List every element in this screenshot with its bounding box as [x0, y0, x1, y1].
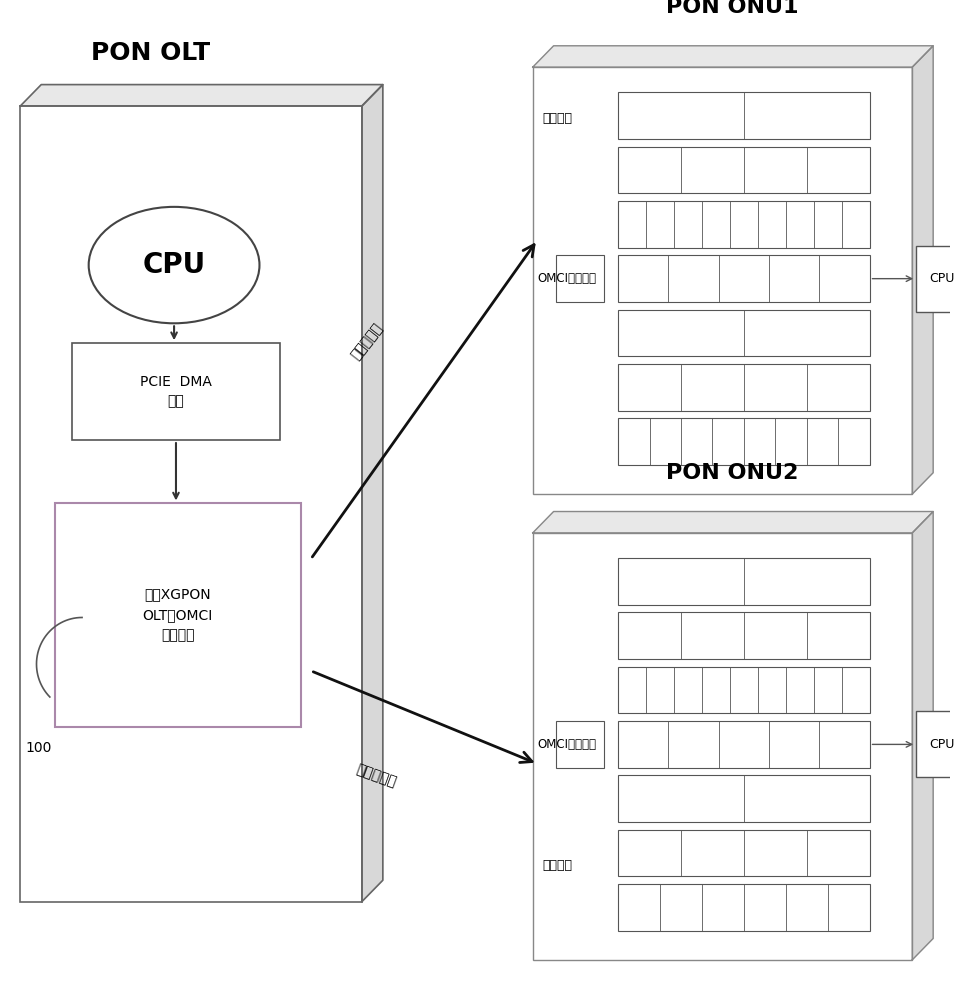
Polygon shape [912, 46, 933, 494]
Polygon shape [533, 46, 933, 67]
Bar [618, 255, 870, 302]
Bar [557, 255, 604, 302]
Bar [618, 612, 870, 659]
Bar [557, 721, 604, 768]
Text: 下行队列: 下行队列 [542, 112, 572, 125]
Bar [618, 721, 870, 768]
Bar [20, 106, 362, 902]
Text: PON OLT: PON OLT [91, 41, 210, 65]
Bar [916, 246, 958, 312]
Bar [618, 830, 870, 876]
Bar [618, 667, 870, 713]
Bar [618, 310, 870, 356]
Text: CPU: CPU [143, 251, 206, 279]
Text: 下行队列: 下行队列 [542, 859, 572, 872]
Polygon shape [20, 85, 383, 106]
Bar [618, 147, 870, 193]
Text: 下行数据流: 下行数据流 [349, 320, 385, 362]
Text: 下行数据流: 下行数据流 [354, 762, 399, 789]
Polygon shape [533, 512, 933, 533]
Text: 用于XGPON
OLT的OMCI
组帧装置: 用于XGPON OLT的OMCI 组帧装置 [143, 587, 213, 643]
Bar [916, 711, 958, 777]
Text: PON ONU2: PON ONU2 [666, 463, 798, 483]
Bar [533, 67, 912, 494]
Bar [72, 343, 281, 440]
Polygon shape [912, 512, 933, 960]
Text: OMCI指令队列: OMCI指令队列 [537, 272, 597, 285]
Bar [55, 503, 301, 727]
Text: PON ONU1: PON ONU1 [666, 0, 798, 17]
Bar [618, 364, 870, 411]
Bar [618, 418, 870, 465]
Bar [618, 775, 870, 822]
Bar [618, 884, 870, 931]
Text: PCIE  DMA
通道: PCIE DMA 通道 [140, 375, 212, 408]
Text: 100: 100 [25, 741, 52, 755]
Bar [618, 201, 870, 248]
Text: OMCI指令队列: OMCI指令队列 [537, 738, 597, 751]
Polygon shape [362, 85, 383, 902]
Bar [533, 533, 912, 960]
Text: CPU: CPU [929, 272, 955, 285]
Ellipse shape [89, 207, 260, 323]
Bar [618, 558, 870, 605]
Text: CPU: CPU [929, 738, 955, 751]
Bar [618, 92, 870, 139]
